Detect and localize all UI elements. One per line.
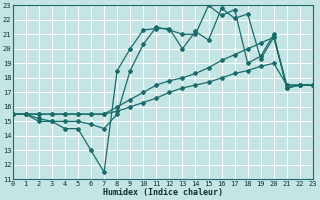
X-axis label: Humidex (Indice chaleur): Humidex (Indice chaleur) xyxy=(103,188,223,197)
